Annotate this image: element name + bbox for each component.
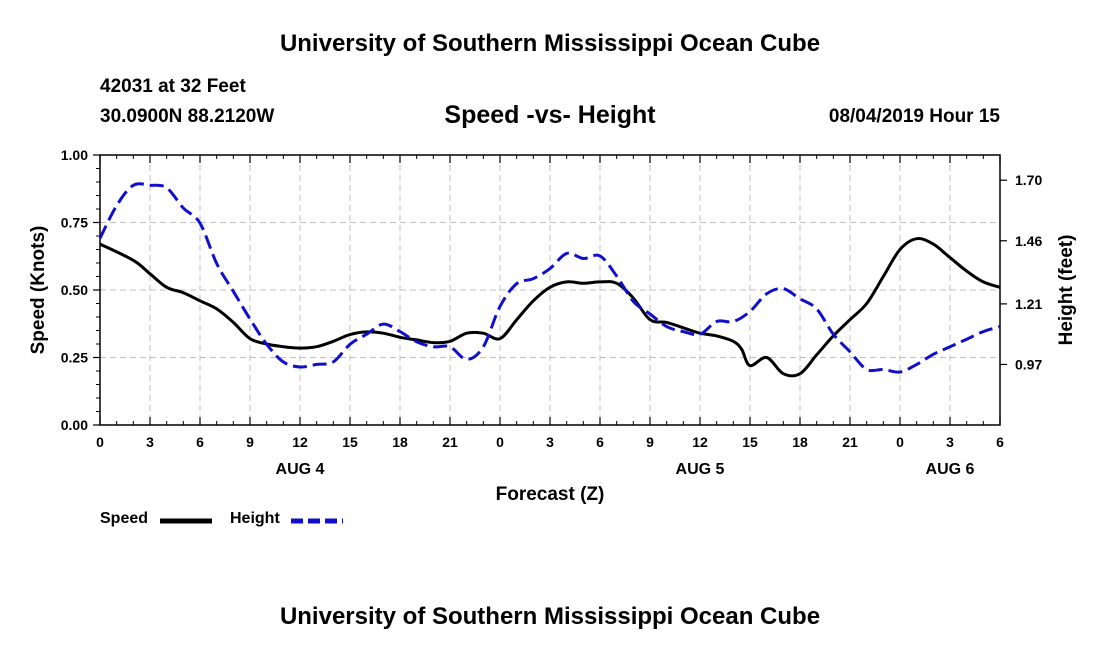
y-axis-label-left: Speed (Knots) — [28, 226, 49, 355]
y-tick-label-right: 1.21 — [1015, 296, 1042, 312]
series-line-height — [98, 182, 1001, 374]
x-tick-label: 15 — [342, 434, 358, 450]
date-label: AUG 5 — [676, 461, 725, 478]
x-tick-label: 3 — [946, 434, 954, 450]
legend-height-swatch — [291, 518, 343, 524]
y-tick-label-left: 0.75 — [61, 215, 88, 231]
page-title-bottom: University of Southern Mississippi Ocean… — [279, 603, 821, 630]
x-tick-label: 18 — [792, 434, 808, 450]
legend-height-label: Height — [230, 510, 280, 527]
x-tick-label: 6 — [996, 434, 1004, 450]
y-axis-label-right: Height (feet) — [1056, 235, 1077, 346]
chart-timestamp: 08/04/2019 Hour 15 — [828, 106, 1000, 127]
x-tick-label: 12 — [292, 434, 308, 450]
x-tick-label: 12 — [692, 434, 708, 450]
x-tick-label: 15 — [742, 434, 758, 450]
x-tick-label: 6 — [596, 434, 604, 450]
x-axis-label: Forecast (Z) — [496, 484, 605, 505]
page-title-top: University of Southern Mississippi Ocean… — [279, 30, 821, 57]
axis-ticks — [93, 154, 1007, 426]
axis-tick-labels: 0 3 6 9 12 15 18 21 0 3 6 9 12 15 18 21 0 3 6 AUG 4 AUG 5 AUG… — [61, 147, 1043, 478]
y-tick-label-left: 1.00 — [61, 147, 88, 163]
x-tick-label: 21 — [442, 434, 458, 450]
x-tick-label: 3 — [146, 434, 154, 450]
x-tick-label: 0 — [896, 434, 904, 450]
x-tick-label: 6 — [196, 434, 204, 450]
y-tick-label-left: 0.50 — [61, 282, 88, 298]
date-label: AUG 4 — [276, 461, 325, 478]
x-tick-label: 0 — [96, 434, 104, 450]
station-name: 42031 at 32 Feet — [100, 76, 246, 97]
legend-speed-swatch — [160, 518, 212, 524]
x-tick-label: 21 — [842, 434, 858, 450]
y-tick-label-right: 0.97 — [1015, 356, 1042, 372]
station-location: 30.0900N 88.2120W — [100, 106, 275, 127]
x-tick-label: 9 — [646, 434, 654, 450]
x-tick-label: 3 — [546, 434, 554, 450]
y-tick-label-left: 0.00 — [61, 417, 88, 433]
legend-speed-label: Speed — [100, 510, 149, 527]
y-tick-label-right: 1.70 — [1015, 172, 1042, 188]
y-tick-label-right: 1.46 — [1015, 233, 1042, 249]
y-tick-label-left: 0.25 — [61, 350, 88, 366]
grid — [100, 155, 1000, 425]
x-tick-label: 0 — [496, 434, 504, 450]
speed-height-chart: 0 3 6 9 12 15 18 21 0 3 6 9 12 15 18 21 0 3 6 AUG 4 AUG 5 AUG… — [28, 147, 1077, 505]
x-tick-label: 18 — [392, 434, 408, 450]
date-label: AUG 6 — [926, 461, 975, 478]
series — [98, 182, 1001, 378]
chart-title: Speed -vs- Height — [444, 101, 656, 129]
x-tick-label: 9 — [246, 434, 254, 450]
